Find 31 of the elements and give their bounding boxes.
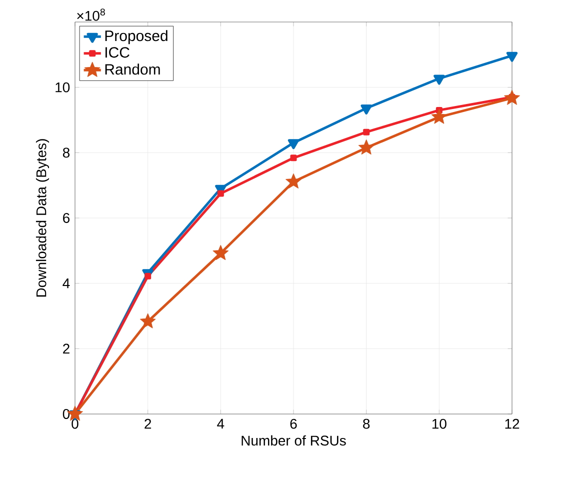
text: ×10$^{8}$ bbox=[77, 8, 105, 21]
y-tick-label: 4 bbox=[62, 278, 70, 288]
point bbox=[358, 140, 374, 154]
x-tick-label: 6 bbox=[290, 418, 297, 429]
y-tick-label: 2 bbox=[63, 344, 70, 354]
x-axis-title: Number of RSUs bbox=[242, 435, 346, 446]
point bbox=[290, 154, 297, 162]
x-tick-label: 8 bbox=[363, 418, 370, 429]
point bbox=[140, 313, 156, 328]
point bbox=[286, 173, 302, 188]
legend-label: Proposed bbox=[105, 30, 168, 44]
point bbox=[360, 104, 372, 114]
y-tick-label: 6 bbox=[63, 213, 70, 223]
point bbox=[504, 90, 520, 105]
x-tick-label: 10 bbox=[432, 418, 446, 429]
legend-label: ICC bbox=[106, 47, 130, 58]
point bbox=[144, 272, 152, 280]
point bbox=[434, 74, 445, 85]
x-tick-label: 12 bbox=[505, 418, 520, 429]
x-tick-label: 2 bbox=[144, 418, 152, 429]
point bbox=[431, 108, 448, 124]
point bbox=[506, 52, 518, 62]
x-tick-label: 4 bbox=[217, 418, 224, 428]
legend-label: Random bbox=[105, 64, 160, 75]
point bbox=[217, 190, 224, 197]
y-tick-label: 8 bbox=[62, 148, 70, 158]
y-axis-title: Downloaded Data (Bytes) bbox=[36, 139, 50, 297]
y-tick-label: 10 bbox=[56, 82, 70, 92]
point bbox=[363, 128, 370, 136]
point bbox=[212, 245, 229, 260]
point bbox=[288, 139, 300, 150]
